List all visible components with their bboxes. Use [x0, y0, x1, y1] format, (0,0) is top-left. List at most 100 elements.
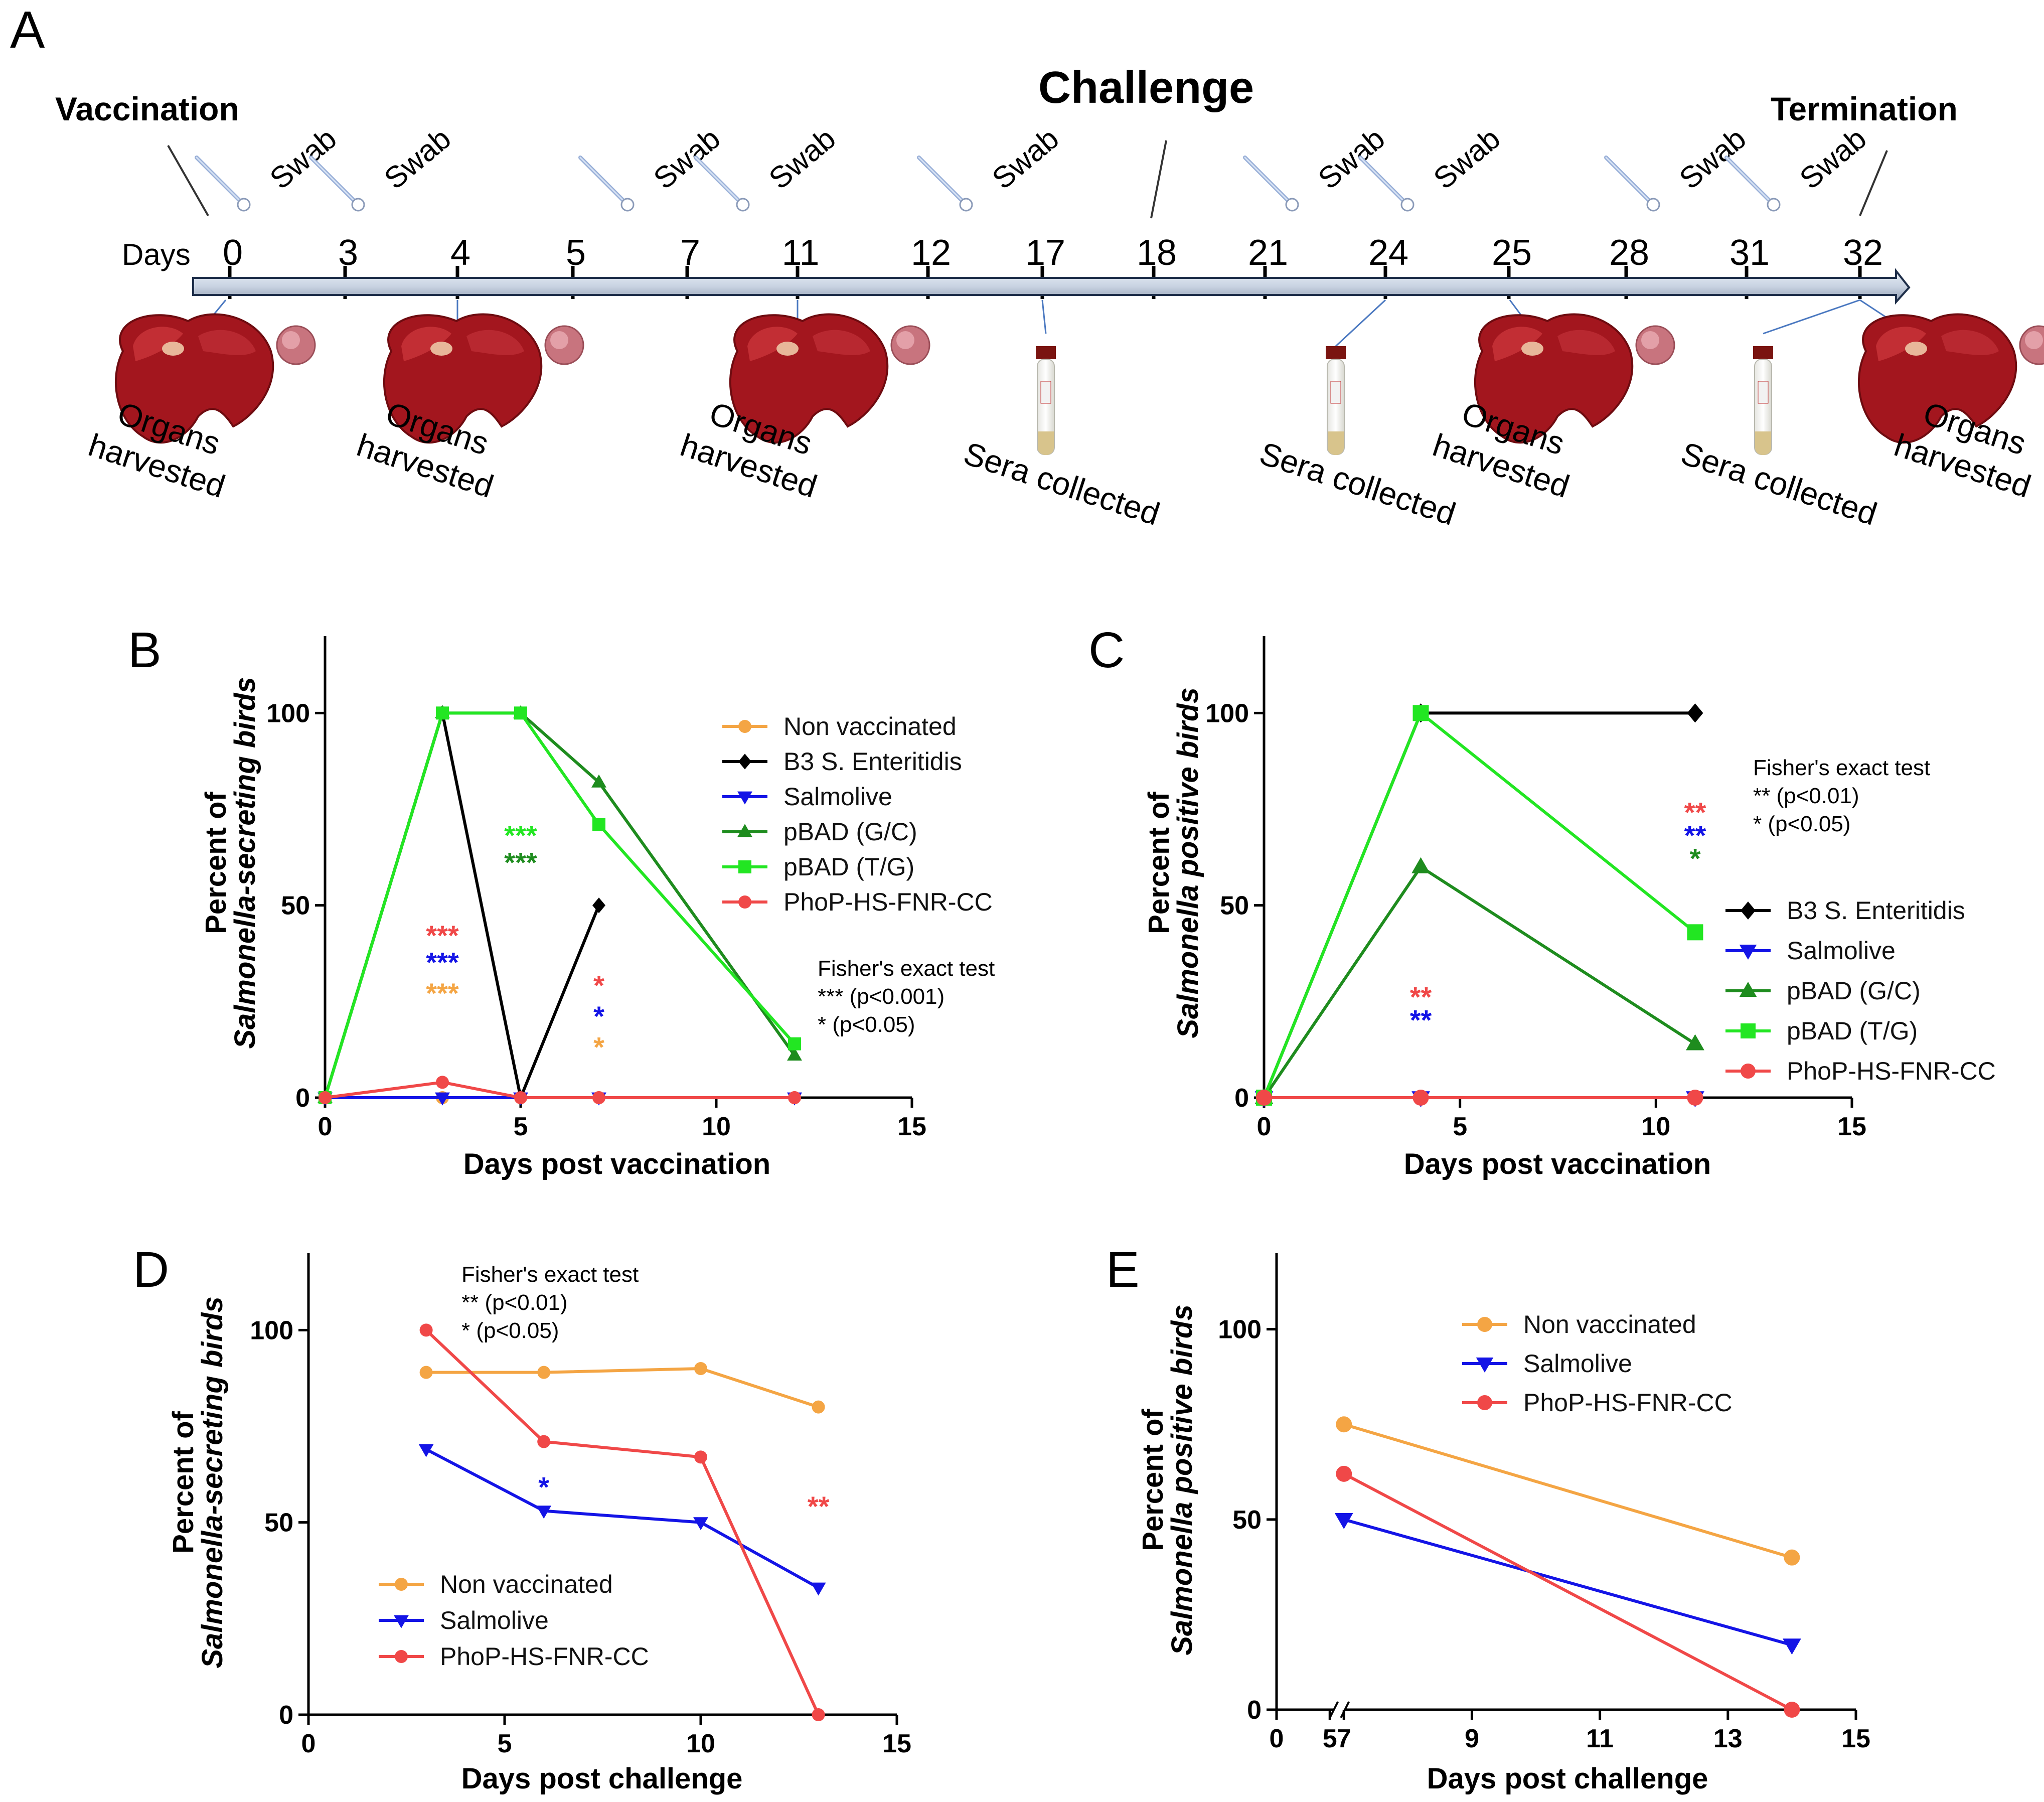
panel-c-legend-marker	[1739, 982, 1757, 997]
panel-b-significance-mark: *	[593, 1031, 604, 1063]
timeline-day-ticks: 0 3 4 5 7 11 12 17 18 21 24 25 28 31 32	[223, 233, 1883, 299]
panel-c-line-pbad-g-c	[1263, 865, 1696, 1099]
panel-b-line-pbad-t-g	[324, 711, 796, 1098]
panel-e-axis-break-mark	[1329, 1701, 1339, 1718]
panel-b-legend-item: Salmolive	[722, 783, 892, 811]
swab-label: Swab	[986, 121, 1065, 196]
termination-pointer	[1859, 150, 1888, 216]
panel-b-legend-item: pBAD (T/G)	[722, 853, 914, 881]
panel-b-legend-label: Non vaccinated	[783, 712, 957, 740]
panel-d-x-tick-label: 5	[498, 1729, 512, 1758]
panel-b-point-phop-hs-fnr-cc	[592, 1091, 605, 1104]
panel-b-legend: Non vaccinated B3 S. Enteritidis Salmolive…	[722, 712, 993, 916]
panel-e-y-axis-label-line2: Salmonella positive birds	[1166, 1304, 1198, 1655]
panel-e-point-salmolive	[1334, 1513, 1353, 1530]
panel-d-x-axis-label: Days post challenge	[461, 1762, 743, 1795]
panel-c-series-phop-hs-fnr-cc	[1256, 1090, 1703, 1106]
swab-markers: Swab Swab Swab Swab Swab Swab Swab Swab Swab	[197, 121, 1872, 211]
panel-d-stats-note: Fisher's exact test ** (p<0.01) * (p<0.05)	[461, 1262, 639, 1343]
panel-d-stats-line: * (p<0.05)	[461, 1318, 559, 1343]
swab-label: Swab	[378, 121, 457, 196]
panel-c-stats-note: Fisher's exact test ** (p<0.01) * (p<0.05)	[1753, 756, 1930, 836]
panel-c-y-axis-label-line2: Salmonella positive birds	[1172, 687, 1204, 1038]
panel-b-legend-item: B3 S. Enteritidis	[722, 747, 962, 776]
panel-b-stats-note: Fisher's exact test *** (p<0.001) * (p<0.0…	[818, 956, 995, 1037]
panel-d-legend: Non vaccinated Salmolive PhoP-HS-FNR-CC	[379, 1570, 649, 1671]
sample-link	[1335, 299, 1386, 347]
panel-e-legend-label: PhoP-HS-FNR-CC	[1523, 1389, 1733, 1417]
panel-e-legend-marker	[1477, 1317, 1492, 1332]
panel-c-legend-label: PhoP-HS-FNR-CC	[1787, 1057, 1996, 1085]
panel-d-legend-label: PhoP-HS-FNR-CC	[440, 1642, 649, 1671]
panel-b-series-phop-hs-fnr-cc	[319, 1076, 801, 1104]
panel-c-chart: C 0 5 10 15 0 50 100 Days post vaccination Percen…	[1088, 622, 1996, 1180]
panel-c-stats-title: Fisher's exact test	[1753, 756, 1930, 780]
panel-b-chart: B 0 5 10 15 0 50 100 Days post vaccination Percen…	[128, 622, 995, 1180]
panel-d-point-salmolive	[418, 1444, 434, 1457]
panel-c-x-tick-label: 15	[1837, 1112, 1866, 1141]
panel-e-y-tick-label: 100	[1218, 1315, 1262, 1344]
panel-b-point-pbad-t-g	[514, 706, 527, 720]
panel-d-legend-label: Salmolive	[440, 1606, 549, 1634]
panel-c-letter: C	[1088, 622, 1125, 678]
panel-c-x-tick-label: 5	[1453, 1112, 1467, 1141]
panel-d-legend-marker	[395, 1650, 408, 1663]
timeline-arrow	[192, 268, 1911, 305]
panel-b-y-axis-label-line2: Salmonella-secreting birds	[229, 677, 261, 1048]
panel-b-point-pbad-t-g	[788, 1037, 801, 1050]
panel-d-series-phop-hs-fnr-cc	[419, 1323, 825, 1721]
panel-b-legend-item: PhoP-HS-FNR-CC	[722, 888, 993, 916]
panel-b-point-salmolive	[435, 1092, 450, 1106]
panel-d-legend-marker	[394, 1615, 409, 1628]
panel-e-y-tick-label: 50	[1232, 1506, 1262, 1535]
panel-b-significance-mark: ***	[504, 820, 537, 851]
panel-e-line-non-vaccinated	[1343, 1423, 1793, 1559]
panel-e-legend-item: Non vaccinated	[1462, 1310, 1696, 1338]
day-label: 24	[1368, 233, 1408, 273]
panel-d-point-phop-hs-fnr-cc	[694, 1450, 707, 1464]
sera-collected-label: Sera collected	[1255, 435, 1460, 532]
swab-stick-icon	[696, 158, 749, 211]
panel-e-y-tick-label: 0	[1247, 1696, 1262, 1725]
challenge-pointer	[1150, 140, 1167, 219]
swab-label: Swab	[1673, 121, 1752, 196]
panel-b-x-axis-label: Days post vaccination	[463, 1148, 770, 1180]
panel-b-legend-label: pBAD (G/C)	[783, 818, 917, 846]
panel-d-line-salmolive	[425, 1448, 820, 1589]
panel-b-significance-mark: ***	[426, 977, 459, 1009]
panel-c-point-phop-hs-fnr-cc	[1412, 1090, 1429, 1106]
serum-tube-icon	[1035, 346, 1056, 456]
panel-e-x-axis-label: Days post challenge	[1427, 1762, 1708, 1795]
serum-tube-icon	[1753, 346, 1774, 456]
sample-link	[1763, 299, 1860, 335]
panel-b-legend-marker	[738, 860, 751, 873]
swab-label: Swab	[263, 121, 343, 196]
panel-d-line-non-vaccinated	[426, 1367, 819, 1409]
panel-c-series-salmolive	[1254, 1091, 1704, 1108]
panel-b-legend-marker	[738, 720, 751, 733]
panel-d-legend-label: Non vaccinated	[440, 1570, 613, 1598]
panel-b-letter: B	[128, 622, 162, 678]
swab-stick-icon	[919, 158, 972, 211]
serum-tube-icon	[1325, 346, 1346, 456]
panel-b-point-phop-hs-fnr-cc	[436, 1076, 449, 1089]
sera-collected-label: Sera collected	[960, 435, 1164, 532]
panel-b-y-axis-label-line1: Percent of	[200, 792, 232, 934]
panel-e-legend-item: Salmolive	[1462, 1349, 1632, 1378]
panel-e-x-tick-label: 5	[1323, 1724, 1337, 1753]
panel-c-point-phop-hs-fnr-cc	[1256, 1090, 1272, 1106]
sample-markers: Organsharvested Organsharvested Organsharv…	[84, 299, 2044, 532]
panel-e-legend-marker	[1477, 1395, 1492, 1410]
swab-icon: Swab	[311, 121, 457, 211]
panel-e-x-tick-label: 13	[1713, 1724, 1743, 1753]
swab-stick-icon	[311, 158, 364, 211]
swab-label: Swab	[1427, 121, 1506, 196]
swab-stick-icon	[1606, 158, 1659, 211]
panel-c-legend: B3 S. Enteritidis Salmolive pBAD (G/C) pBAD…	[1725, 896, 1996, 1085]
day-label: 25	[1492, 233, 1532, 273]
panel-letter-a: A	[10, 1, 45, 59]
panel-b-x-tick-label: 0	[318, 1112, 333, 1141]
panel-c-y-tick-label: 100	[1205, 699, 1249, 728]
panel-c-y-tick-label: 0	[1234, 1084, 1249, 1113]
panel-b-significance-mark: ***	[426, 947, 459, 978]
